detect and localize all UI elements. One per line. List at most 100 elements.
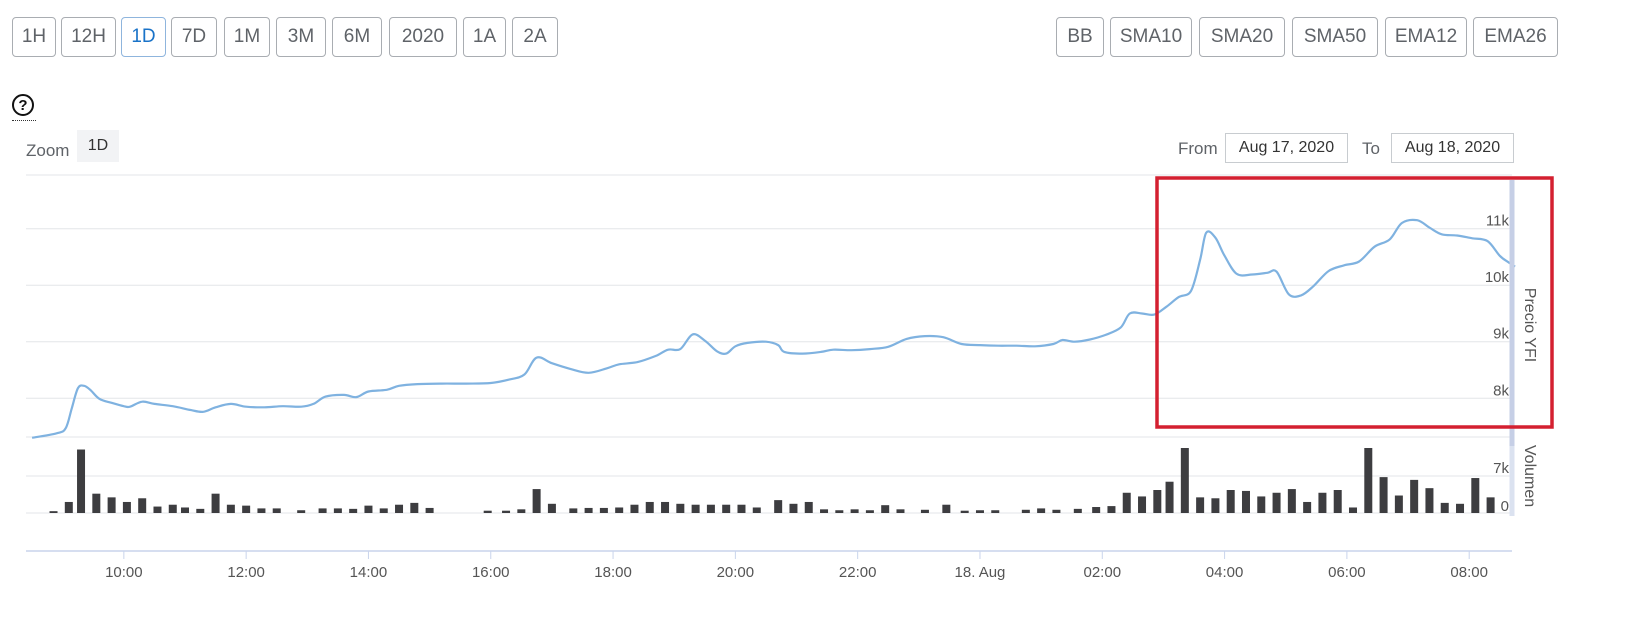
price-line	[31, 218, 1516, 439]
volume-bar	[333, 508, 342, 513]
indicator-button-bb[interactable]: BB	[1056, 17, 1104, 57]
volume-bar	[1165, 481, 1174, 513]
range-button-7d[interactable]: 7D	[171, 17, 217, 57]
volume-bar	[547, 503, 556, 513]
volume-bar	[896, 509, 905, 513]
volume-bar	[1180, 448, 1189, 513]
volume-bar	[226, 504, 235, 513]
volume-bar	[1349, 507, 1358, 513]
volume-bar	[257, 508, 266, 513]
zoom-label: Zoom	[26, 141, 70, 160]
volume-bar	[180, 507, 189, 513]
volume-bar	[1379, 477, 1388, 513]
volume-bar	[881, 505, 890, 513]
x-tick-label: 04:00	[1206, 564, 1244, 581]
range-button-1h[interactable]: 1H	[12, 17, 56, 57]
price-axis-ticks: 8k 9k 10k 11k	[1485, 213, 1510, 400]
x-tick-label: 12:00	[227, 564, 265, 581]
range-button-2020[interactable]: 2020	[389, 17, 457, 57]
volume-bar	[676, 503, 685, 513]
volume-bar	[92, 493, 101, 513]
volume-bar	[168, 504, 177, 513]
volume-bar	[1456, 503, 1465, 513]
volume-bar	[820, 509, 829, 513]
volume-bar	[395, 504, 404, 513]
volume-bar	[297, 510, 306, 513]
range-button-6m[interactable]: 6M	[332, 17, 382, 57]
volume-bar	[1138, 496, 1147, 513]
x-tick-label: 16:00	[472, 564, 510, 581]
indicator-button-sma20[interactable]: SMA20	[1199, 17, 1285, 57]
indicator-button-sma10[interactable]: SMA10	[1110, 17, 1192, 57]
volume-bar	[942, 504, 951, 513]
volume-bar	[835, 510, 844, 513]
volume-bar	[975, 510, 984, 513]
help-icon[interactable]: ?	[12, 94, 34, 116]
volume-bar	[1486, 497, 1495, 513]
volume-bar	[379, 508, 388, 513]
from-label: From	[1178, 139, 1218, 158]
to-date-input[interactable]: Aug 18, 2020	[1391, 133, 1514, 163]
x-tick-label: 18. Aug	[955, 564, 1006, 581]
volume-bar	[196, 508, 205, 513]
volume-bar	[1052, 509, 1061, 513]
volume-bar	[865, 510, 874, 513]
indicator-button-ema26[interactable]: EMA26	[1473, 17, 1558, 57]
volume-bar	[630, 504, 639, 513]
range-button-3m[interactable]: 3M	[276, 17, 326, 57]
from-date-input[interactable]: Aug 17, 2020	[1225, 133, 1348, 163]
x-tick-label: 02:00	[1084, 564, 1122, 581]
price-axis-title: Precio YFI	[1521, 288, 1538, 362]
volume-bar	[569, 508, 578, 513]
volume-bar	[1425, 488, 1434, 513]
price-tick-label: 8k	[1493, 382, 1509, 399]
volume-bar	[615, 507, 624, 513]
volume-bar	[410, 502, 419, 513]
volume-bar	[1287, 489, 1296, 513]
volume-bar	[1333, 490, 1342, 513]
x-tick-label: 22:00	[839, 564, 877, 581]
indicator-button-ema12[interactable]: EMA12	[1385, 17, 1467, 57]
volume-bar	[532, 489, 541, 513]
price-tick-label: 9k	[1493, 326, 1509, 343]
volume-bar	[1037, 508, 1046, 513]
volume-bar	[774, 500, 783, 513]
volume-tick-label: 7k	[1493, 460, 1509, 477]
volume-axis-title: Volumen	[1521, 445, 1538, 507]
volume-bar	[49, 511, 58, 513]
volume-bar	[272, 508, 281, 513]
volume-bar	[364, 505, 373, 513]
volume-bar	[1153, 490, 1162, 513]
volume-bar	[1272, 492, 1281, 513]
volume-bar	[850, 509, 859, 513]
volume-bar	[1122, 492, 1131, 513]
range-button-1m[interactable]: 1M	[224, 17, 270, 57]
x-axis-ticks: 10:00 12:00 14:00 16:00 18:00 20:00 22:00 18. A…	[105, 551, 1488, 581]
range-button-1d[interactable]: 1D	[121, 17, 166, 57]
price-tick-label: 10k	[1485, 269, 1510, 286]
volume-bar	[661, 501, 670, 513]
volume-bar	[1107, 506, 1116, 513]
volume-bar	[960, 510, 969, 513]
volume-bar	[599, 507, 608, 513]
volume-bar	[691, 504, 700, 513]
volume-bar	[1440, 502, 1449, 513]
volume-bar	[517, 509, 526, 513]
volume-bar	[1364, 448, 1373, 513]
volume-bars	[49, 448, 1495, 513]
range-button-1a[interactable]: 1A	[463, 17, 506, 57]
volume-bar	[77, 449, 86, 513]
volume-bar	[1394, 495, 1403, 513]
volume-bar	[1471, 478, 1480, 513]
range-button-12h[interactable]: 12H	[61, 17, 116, 57]
volume-bar	[789, 503, 798, 513]
help-underline	[12, 120, 36, 121]
zoom-1d-button[interactable]: 1D	[77, 130, 119, 162]
volume-bar	[1303, 501, 1312, 513]
range-button-2a[interactable]: 2A	[512, 17, 558, 57]
indicator-button-sma50[interactable]: SMA50	[1292, 17, 1378, 57]
volume-bar	[107, 497, 116, 513]
volume-bar	[318, 508, 327, 513]
volume-bar	[920, 509, 929, 513]
